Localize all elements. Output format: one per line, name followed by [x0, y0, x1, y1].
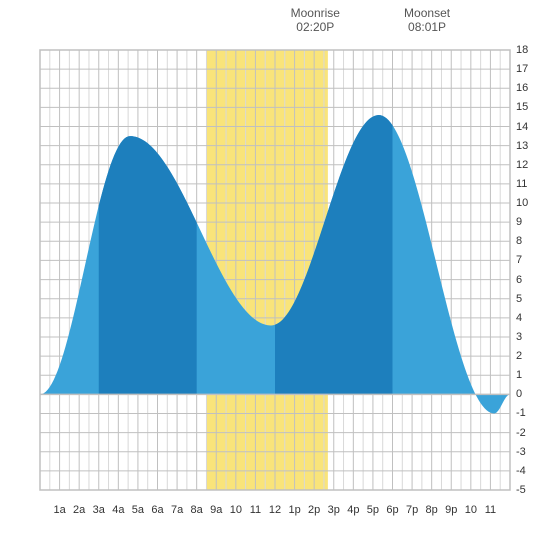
x-tick-label: 10	[230, 504, 242, 516]
tide-area-night	[99, 136, 197, 394]
y-tick-label: 6	[516, 274, 522, 286]
y-tick-label: 9	[516, 216, 522, 228]
y-tick-label: -1	[516, 407, 526, 419]
x-tick-label: 11	[250, 504, 261, 516]
x-tick-label: 7a	[171, 504, 183, 516]
x-tick-label: 10	[465, 504, 477, 516]
chart-svg	[0, 0, 550, 550]
x-tick-label: 9p	[445, 504, 457, 516]
x-tick-label: 7p	[406, 504, 418, 516]
x-tick-label: 6a	[151, 504, 163, 516]
y-tick-label: 12	[516, 159, 528, 171]
y-tick-label: -2	[516, 427, 526, 439]
y-tick-label: 7	[516, 254, 522, 266]
x-tick-label: 3a	[93, 504, 105, 516]
x-tick-label: 4a	[112, 504, 124, 516]
x-tick-label: 11	[485, 504, 496, 516]
y-tick-label: 2	[516, 350, 522, 362]
y-tick-label: -4	[516, 465, 526, 477]
y-tick-label: 1	[516, 369, 522, 381]
x-tick-label: 9a	[210, 504, 222, 516]
y-tick-label: 4	[516, 312, 522, 324]
moonset-label: Moonset	[404, 6, 450, 20]
y-tick-label: 13	[516, 140, 528, 152]
x-tick-label: 5p	[367, 504, 379, 516]
x-tick-label: 5a	[132, 504, 144, 516]
moonrise-label: Moonrise	[291, 6, 340, 20]
x-tick-label: 8p	[426, 504, 438, 516]
y-tick-label: -5	[516, 484, 526, 496]
x-tick-label: 3p	[328, 504, 340, 516]
x-tick-label: 2a	[73, 504, 85, 516]
x-tick-label: 6p	[386, 504, 398, 516]
moonrise-time: 02:20P	[291, 20, 340, 34]
y-tick-label: 16	[516, 82, 528, 94]
y-tick-label: 10	[516, 197, 528, 209]
tide-chart: Moonrise 02:20P Moonset 08:01P 1a 2a 3a 4a 5…	[0, 0, 550, 550]
y-tick-label: 18	[516, 44, 528, 56]
y-tick-label: 8	[516, 235, 522, 247]
y-tick-label: 17	[516, 63, 528, 75]
moonset-annotation: Moonset 08:01P	[404, 6, 450, 34]
y-tick-label: -3	[516, 446, 526, 458]
x-tick-label: 8a	[191, 504, 203, 516]
x-tick-label: 12	[269, 504, 281, 516]
y-tick-label: 11	[516, 178, 527, 190]
x-tick-label: 1p	[288, 504, 300, 516]
y-tick-label: 3	[516, 331, 522, 343]
y-tick-label: 0	[516, 388, 522, 400]
x-tick-label: 1a	[53, 504, 65, 516]
y-tick-label: 14	[516, 121, 528, 133]
x-tick-label: 2p	[308, 504, 320, 516]
y-tick-label: 5	[516, 293, 522, 305]
x-tick-label: 4p	[347, 504, 359, 516]
y-tick-label: 15	[516, 101, 528, 113]
moonset-time: 08:01P	[404, 20, 450, 34]
moonrise-annotation: Moonrise 02:20P	[291, 6, 340, 34]
